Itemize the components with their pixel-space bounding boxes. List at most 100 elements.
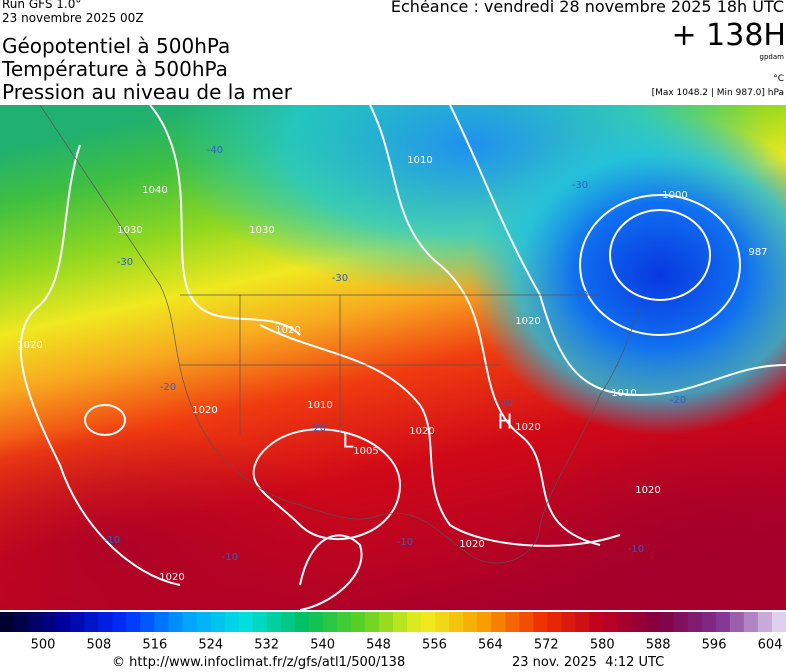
contour-label: 1030 xyxy=(117,225,142,236)
warm-area xyxy=(500,425,786,610)
colorbar-label: 580 xyxy=(590,638,615,653)
contour-label: 1010 xyxy=(407,155,432,166)
unit-geopotential: gpdam xyxy=(759,53,784,61)
color-swatch xyxy=(603,612,619,632)
contour-label: 1020 xyxy=(459,539,484,550)
color-swatch xyxy=(224,612,240,632)
contour-label: 1010 xyxy=(611,388,636,399)
color-swatch xyxy=(42,612,57,632)
color-swatch xyxy=(659,612,675,632)
color-swatch xyxy=(491,612,506,632)
contour-label: L xyxy=(342,429,354,453)
contour-label: -10 xyxy=(222,552,238,563)
contour-label: 1000 xyxy=(662,190,687,201)
contour-label: 1020 xyxy=(159,572,184,583)
color-swatch xyxy=(477,612,492,632)
color-swatch xyxy=(407,612,422,632)
colorbar-label: 516 xyxy=(142,638,167,653)
title: Pression au niveau de la mer xyxy=(2,80,292,104)
contour-label: -20 xyxy=(497,398,513,409)
title: Géopotentiel à 500hPa xyxy=(2,34,231,58)
color-swatch xyxy=(617,612,633,632)
contour-label: 1020 xyxy=(275,325,300,336)
colorbar-label: 604 xyxy=(758,638,783,653)
contour-label: -30 xyxy=(332,273,348,284)
echeance: Echéance : vendredi 28 novembre 2025 18h… xyxy=(390,0,784,16)
colorbar-label: 572 xyxy=(534,638,559,653)
contour-label: 1020 xyxy=(515,422,540,433)
unit-temperature: °C xyxy=(773,74,784,84)
contour-label: -30 xyxy=(117,257,133,268)
colorbar-label: 500 xyxy=(31,638,56,653)
color-swatch xyxy=(210,612,226,632)
color-swatch xyxy=(0,612,15,632)
color-swatch xyxy=(252,612,268,632)
source: © http://www.infoclimat.fr/z/gfs/atl1/50… xyxy=(112,655,406,670)
color-swatch xyxy=(294,612,310,632)
color-swatch xyxy=(575,612,590,632)
color-swatch xyxy=(140,612,155,632)
color-swatch xyxy=(308,612,324,632)
color-swatch xyxy=(393,612,408,632)
color-swatch xyxy=(14,612,29,632)
contour-label: -30 xyxy=(572,180,588,191)
timestamp: 23 nov. 2025 4:12 UTC xyxy=(512,655,665,670)
color-swatch xyxy=(266,612,282,632)
run-date: 23 novembre 2025 00Z xyxy=(2,11,144,25)
color-swatch xyxy=(196,612,212,632)
pressure-range: [Max 1048.2 | Min 987.0] hPa xyxy=(651,88,784,98)
color-swatch xyxy=(280,612,296,632)
color-swatch xyxy=(729,612,745,632)
contour-label: -20 xyxy=(160,382,176,393)
run: Run GFS 1.0° xyxy=(2,0,82,11)
map: 1040 1030 -40 -30 1030 1020 -30 1020 1020 -20 1010… xyxy=(0,105,786,610)
color-swatch xyxy=(561,612,576,632)
contour-label: H xyxy=(497,410,512,434)
color-swatch xyxy=(505,612,520,632)
color-swatch xyxy=(364,612,380,632)
colorbar-label: 508 xyxy=(87,638,112,653)
color-swatch xyxy=(631,612,647,632)
color-swatch xyxy=(336,612,352,632)
color-swatch xyxy=(84,612,99,632)
color-swatch xyxy=(168,612,183,632)
color-swatch xyxy=(449,612,464,632)
colorbar-label: 540 xyxy=(310,638,335,653)
color-swatch xyxy=(322,612,338,632)
color-swatch xyxy=(182,612,197,632)
coastlines xyxy=(39,105,641,564)
contour-label: 1010 xyxy=(307,400,332,411)
color-swatch xyxy=(70,612,85,632)
color-swatch xyxy=(56,612,71,632)
color-swatch xyxy=(238,612,254,632)
color-swatch xyxy=(715,612,731,632)
contour-label: 1020 xyxy=(409,426,434,437)
color-swatch xyxy=(98,612,113,632)
contour-label: -20 xyxy=(670,395,686,406)
color-swatch xyxy=(673,612,689,632)
color-swatch xyxy=(533,612,548,632)
color-swatch xyxy=(28,612,43,632)
color-swatch xyxy=(519,612,534,632)
contour-label: 1040 xyxy=(142,185,167,196)
color-swatch xyxy=(350,612,366,632)
color-swatch xyxy=(547,612,562,632)
colorbar-label: 524 xyxy=(198,638,223,653)
color-swatch xyxy=(757,612,773,632)
contour-label: -10 xyxy=(397,537,413,548)
contour-label: -30 xyxy=(572,290,588,301)
title: Température à 500hPa xyxy=(2,57,228,81)
colorbar: 500 508 516 524 532 540 548 556 564 572 580 588 596 6… xyxy=(0,612,786,653)
contour-label: -20 xyxy=(310,423,326,434)
contour-label: 1005 xyxy=(353,446,378,457)
colorbar-label: 588 xyxy=(646,638,671,653)
colorbar-label: 596 xyxy=(702,638,727,653)
contour-label: 987 xyxy=(748,247,767,258)
contour-label: 1030 xyxy=(249,225,274,236)
color-swatch xyxy=(421,612,436,632)
color-swatch xyxy=(154,612,169,632)
contour-label: 1020 xyxy=(192,405,217,416)
color-swatch xyxy=(771,612,786,632)
color-swatch xyxy=(112,612,127,632)
